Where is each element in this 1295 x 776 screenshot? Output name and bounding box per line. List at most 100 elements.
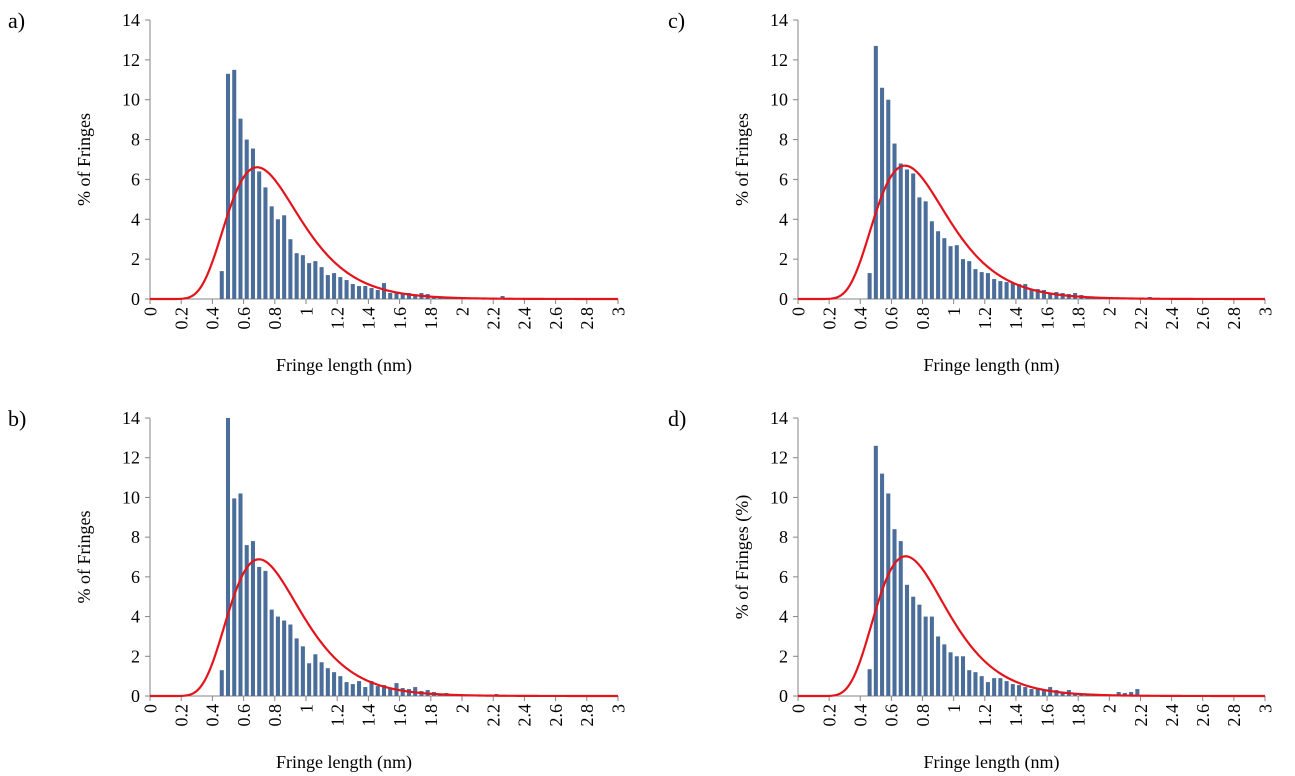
bar — [388, 293, 393, 299]
y-tick-label: 8 — [131, 527, 140, 547]
bar — [898, 541, 903, 696]
x-tick-label: 0.6 — [882, 307, 902, 330]
bar — [948, 652, 953, 696]
bar — [219, 271, 224, 299]
bar — [917, 197, 922, 299]
panel-label: a) — [8, 8, 25, 33]
bar — [332, 672, 337, 696]
bar — [979, 676, 984, 696]
bar — [257, 566, 262, 696]
chart-panel-c: c) 0 2 4 6 8 10 12 14 0 0.2 0.4 0.6 0.8 1 1.2 1.4 1.6 1.8 2… — [668, 8, 1275, 376]
x-tick-label: 0.2 — [819, 307, 839, 330]
bar — [992, 678, 997, 696]
y-tick-label: 10 — [770, 90, 788, 110]
bar — [313, 261, 318, 299]
y-tick-label: 6 — [779, 567, 788, 587]
bar — [300, 646, 305, 696]
x-tick-label: 1.6 — [390, 704, 410, 727]
x-tick-label: 0.6 — [234, 704, 254, 727]
fit-curve — [150, 166, 618, 301]
bar — [960, 259, 966, 299]
x-tick-label: 1.6 — [1037, 704, 1057, 727]
x-tick-label: 3 — [608, 307, 628, 316]
bar — [892, 529, 897, 696]
y-axis-title: % of Fringes — [74, 511, 94, 604]
bar — [232, 69, 237, 299]
x-tick-label: 2 — [1100, 307, 1120, 316]
bar — [998, 281, 1003, 299]
bar — [400, 688, 405, 696]
x-tick-label: 2.4 — [1162, 704, 1182, 727]
y-tick-label: 0 — [131, 289, 140, 309]
y-tick-label: 0 — [131, 686, 140, 706]
chart-panel-b: b) 0 2 4 6 8 10 12 14 0 0.2 0.4 0.6 0.8 1 1.2 1.4 1.6 1.8 2… — [8, 406, 628, 773]
x-tick-label: 1.6 — [390, 307, 410, 330]
bar — [880, 473, 885, 696]
bar — [1017, 284, 1022, 299]
bar — [917, 604, 922, 696]
x-tick-label: 1 — [944, 704, 964, 713]
bar — [929, 221, 934, 299]
bar — [948, 246, 953, 299]
x-axis-title: Fringe length (nm) — [924, 752, 1060, 773]
x-tick-label: 1.2 — [975, 307, 995, 330]
fit-curve — [150, 558, 618, 698]
fit-curve — [798, 164, 1265, 301]
bar — [979, 272, 984, 299]
bar — [257, 171, 262, 299]
bar — [1004, 282, 1009, 299]
x-axis-title: Fringe length (nm) — [276, 752, 412, 773]
y-tick-label: 12 — [770, 50, 788, 70]
bar — [911, 596, 916, 696]
bar — [936, 231, 941, 299]
bar — [282, 215, 287, 299]
y-tick-label: 2 — [779, 646, 788, 666]
bar — [381, 283, 387, 299]
bar — [1054, 292, 1059, 299]
y-tick-label: 10 — [770, 487, 788, 507]
bar — [350, 684, 355, 696]
bar — [406, 293, 411, 299]
x-tick-label: 2.2 — [1131, 704, 1151, 727]
bar — [325, 668, 330, 696]
bar — [973, 672, 978, 696]
x-tick-label: 0 — [788, 307, 808, 316]
y-tick-label: 14 — [122, 10, 140, 30]
bar — [898, 163, 903, 299]
bar — [363, 286, 368, 299]
bar — [1029, 689, 1034, 696]
bar — [319, 267, 324, 299]
x-tick-label: 2.6 — [1193, 307, 1213, 330]
bar — [886, 493, 891, 696]
bar — [350, 284, 355, 299]
x-tick-label: 0 — [140, 704, 160, 713]
x-tick-label: 2.8 — [577, 704, 597, 727]
x-tick-label: 0 — [140, 307, 160, 316]
bar — [244, 139, 249, 299]
x-tick-label: 1.4 — [1006, 704, 1026, 727]
y-axis-title: % of Fringes — [74, 113, 94, 206]
bar — [344, 682, 349, 696]
bar — [1029, 290, 1034, 299]
panel-label: b) — [8, 406, 26, 431]
y-tick-label: 8 — [779, 527, 788, 547]
y-tick-label: 8 — [131, 130, 140, 150]
bar — [238, 493, 243, 696]
bar — [942, 644, 947, 696]
x-tick-label: 2.6 — [1193, 704, 1213, 727]
x-tick-label: 1.2 — [328, 704, 348, 727]
x-tick-label: 0.4 — [203, 704, 223, 727]
bar — [369, 288, 374, 299]
x-tick-label: 2.6 — [546, 307, 566, 330]
y-tick-label: 12 — [122, 448, 140, 468]
x-tick-label: 2 — [452, 704, 472, 713]
bar — [282, 620, 287, 696]
y-tick-label: 6 — [131, 567, 140, 587]
bar — [1023, 284, 1028, 299]
x-tick-label: 0.8 — [265, 704, 285, 727]
x-tick-label: 2.4 — [515, 307, 535, 330]
bar — [319, 662, 324, 696]
bar — [1054, 690, 1059, 696]
bar — [1017, 685, 1022, 696]
x-tick-label: 2.2 — [484, 307, 504, 330]
